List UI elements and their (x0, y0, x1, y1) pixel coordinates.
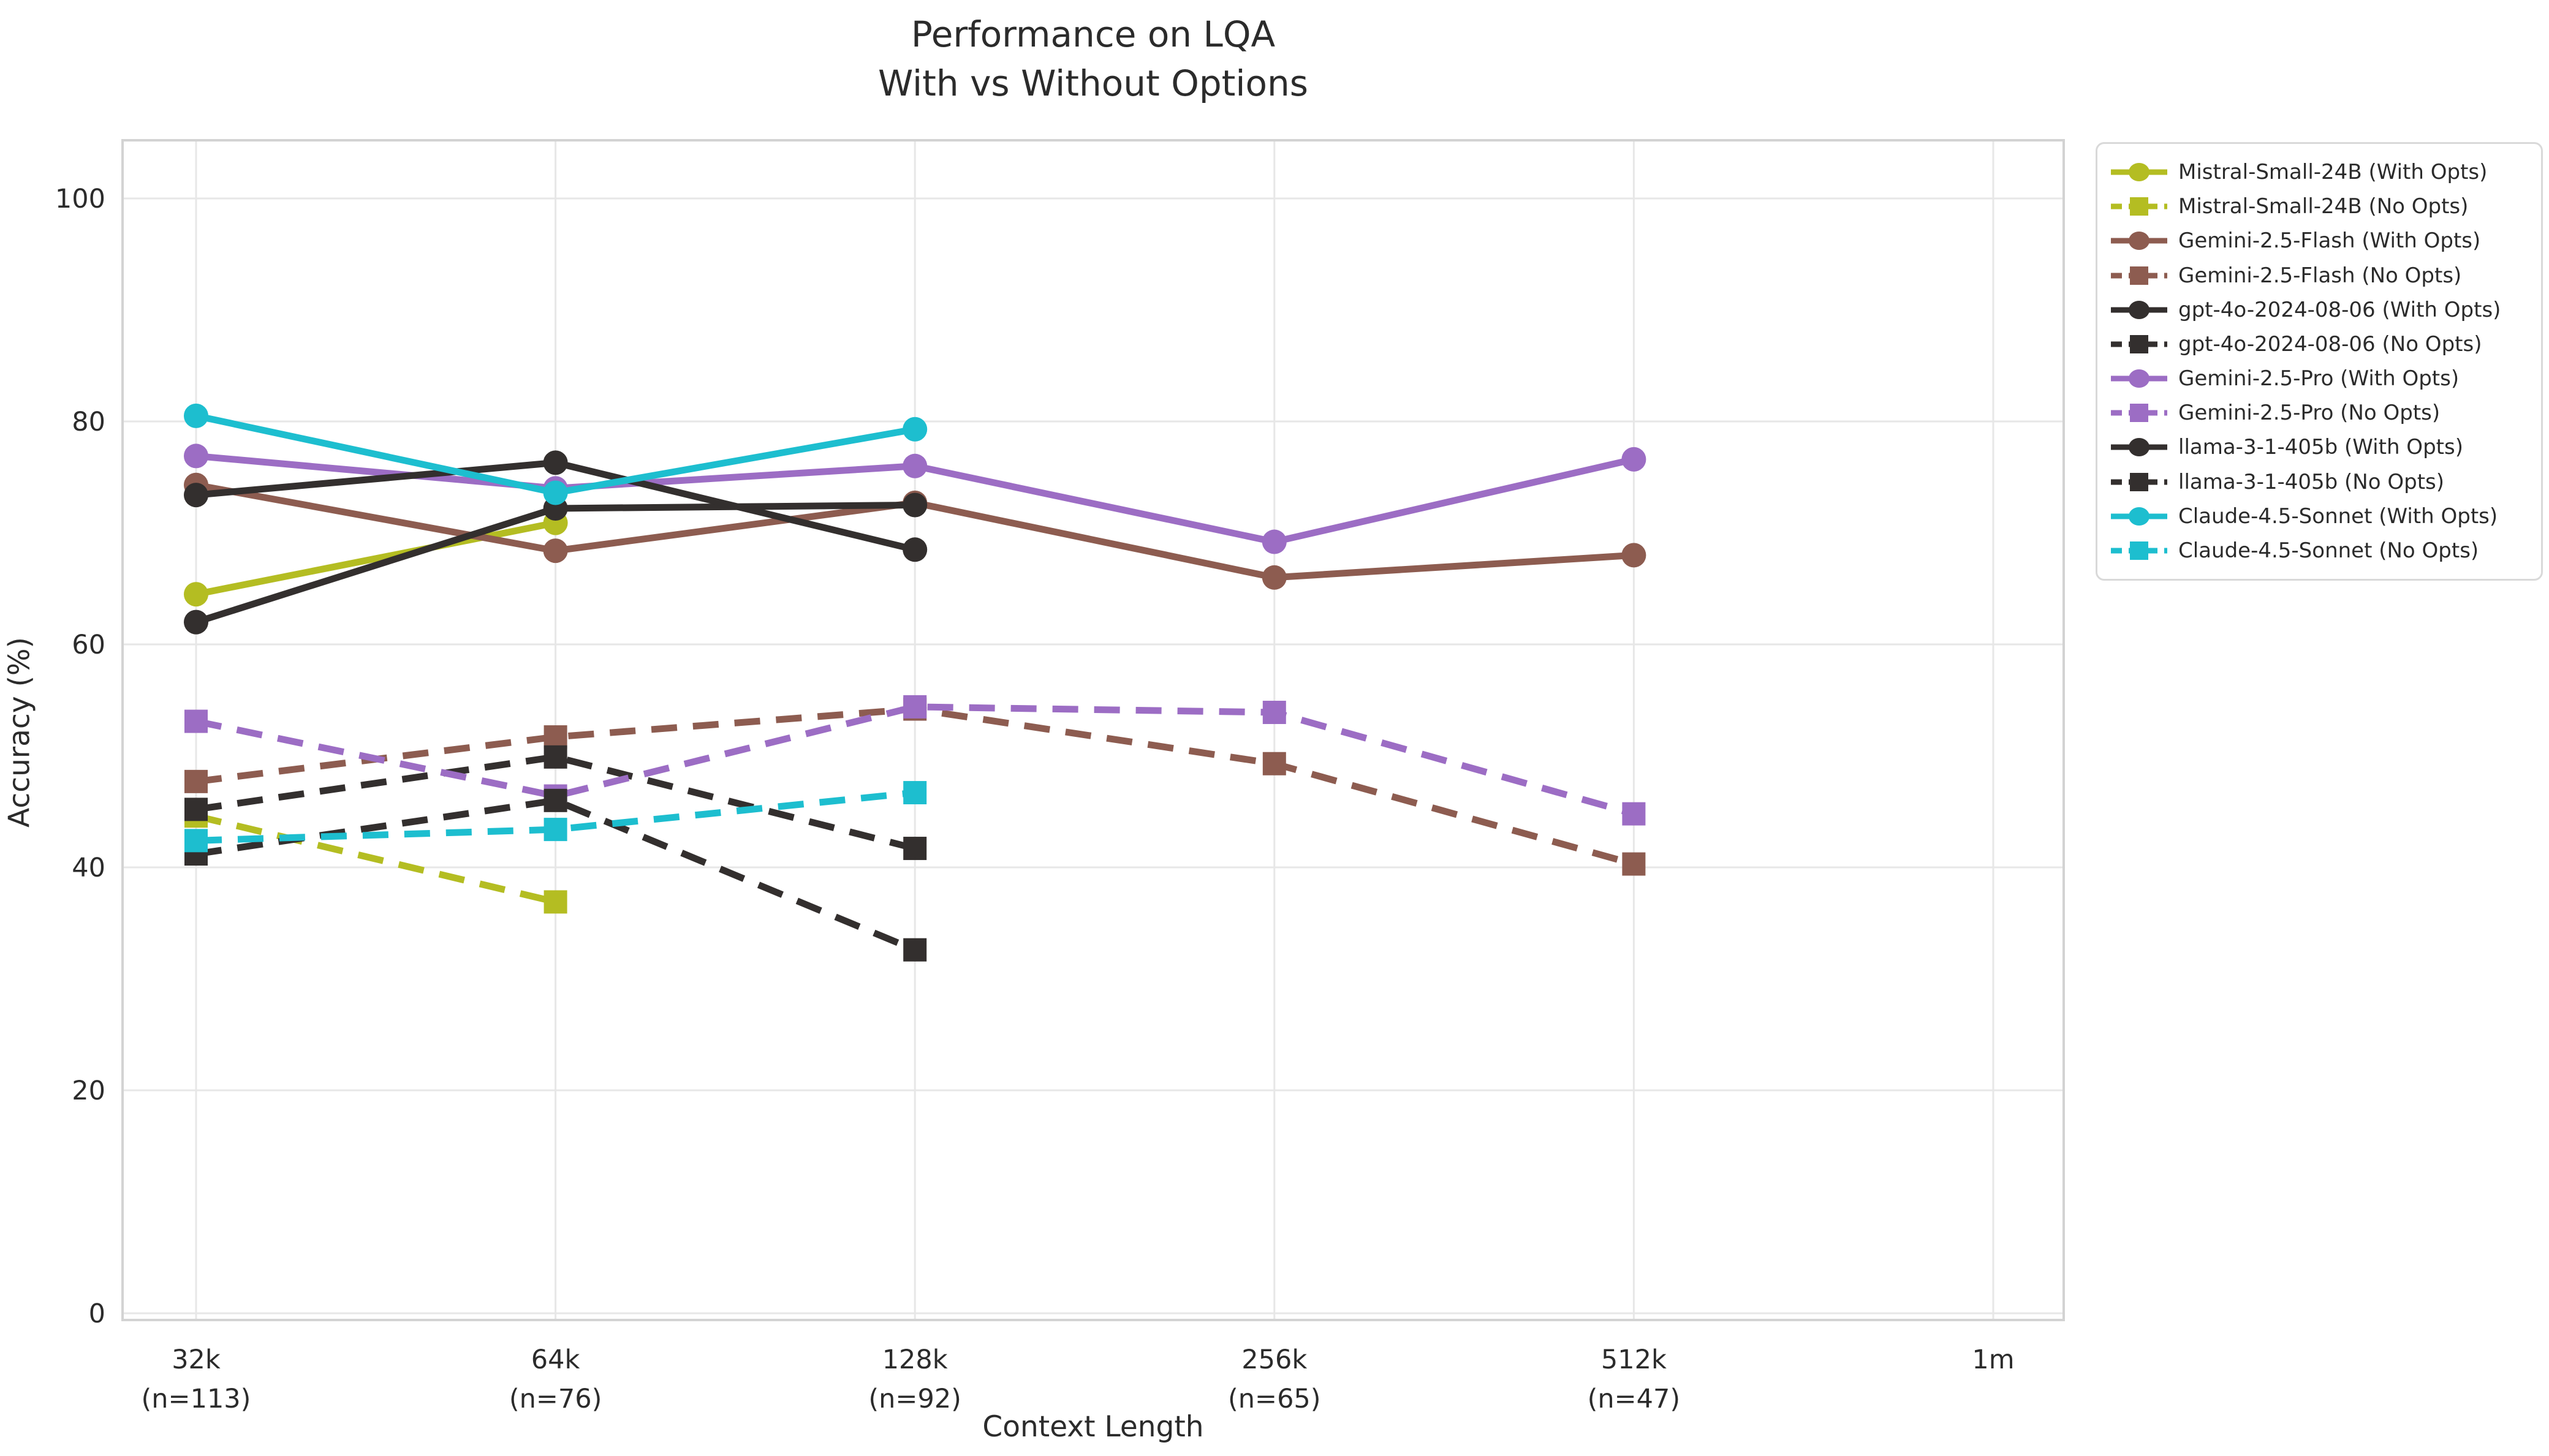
series-line (195, 812, 556, 905)
y-tick-label: 60 (72, 630, 105, 660)
legend-label: llama-3-1-405b (With Opts) (2178, 435, 2463, 460)
legend-item: Claude-4.5-Sonnet (No Opts) (2110, 535, 2525, 567)
y-tick-label: 20 (72, 1076, 105, 1106)
legend-line-square-icon (2111, 197, 2167, 216)
legend-item: gpt-4o-2024-08-06 (With Opts) (2110, 294, 2525, 326)
legend-line-square-icon (2111, 266, 2167, 285)
legend-label: Claude-4.5-Sonnet (No Opts) (2178, 538, 2479, 563)
legend-label: llama-3-1-405b (No Opts) (2178, 469, 2444, 494)
y-tick-label: 80 (72, 407, 105, 437)
legend-line-square-icon (2111, 404, 2167, 423)
legend-label: Gemini-2.5-Flash (No Opts) (2178, 263, 2462, 288)
x-tick-sublabel: (n=76) (509, 1384, 602, 1414)
y-tick-label: 40 (72, 853, 105, 883)
legend-line-square-icon (2111, 541, 2167, 560)
legend-line-square-icon (2111, 472, 2167, 491)
series-marker-square (544, 788, 567, 812)
chart-title-line2: With vs Without Options (877, 62, 1308, 104)
x-tick-sublabel: (n=47) (1588, 1384, 1681, 1414)
series-marker-square (903, 837, 927, 861)
x-tick-label: 1m (1972, 1345, 2014, 1375)
series-marker-circle (903, 453, 928, 478)
legend-label: gpt-4o-2024-08-06 (With Opts) (2178, 297, 2501, 322)
legend-item: Gemini-2.5-Flash (No Opts) (2110, 260, 2525, 292)
legend-item: Mistral-Small-24B (With Opts) (2110, 156, 2525, 188)
legend-line-circle-icon (2111, 163, 2167, 181)
series-marker-circle (184, 483, 208, 508)
series-marker-circle (184, 443, 208, 469)
legend-label: Claude-4.5-Sonnet (With Opts) (2178, 504, 2498, 529)
legend-label: Mistral-Small-24B (With Opts) (2178, 160, 2488, 184)
series-marker-circle (184, 403, 208, 428)
series-marker-square (184, 829, 208, 853)
series-marker-circle (184, 582, 208, 607)
legend: Mistral-Small-24B (With Opts) Mistral-Sma… (2096, 142, 2543, 581)
x-tick-label: 512k (1601, 1345, 1667, 1375)
legend-item: llama-3-1-405b (No Opts) (2110, 466, 2525, 498)
legend-line-circle-icon (2111, 232, 2167, 251)
legend-line-circle-icon (2111, 300, 2167, 319)
series-marker-square (544, 745, 567, 769)
y-tick-label: 100 (55, 184, 105, 214)
legend-label: Mistral-Small-24B (No Opts) (2178, 194, 2469, 219)
legend-line-square-icon (2111, 334, 2167, 353)
series-marker-circle (543, 538, 568, 564)
series-marker-circle (184, 609, 208, 635)
series-marker-square (544, 818, 567, 842)
series-marker-circle (903, 492, 928, 518)
legend-line-circle-icon (2111, 369, 2167, 388)
series-line (195, 789, 915, 844)
legend-item: gpt-4o-2024-08-06 (No Opts) (2110, 328, 2525, 360)
legend-item: llama-3-1-405b (With Opts) (2110, 431, 2525, 463)
x-tick-sublabel: (n=92) (868, 1384, 961, 1414)
series-line (195, 703, 1635, 817)
series-marker-square (184, 798, 208, 821)
series-marker-circle (1262, 565, 1287, 590)
series-marker-square (544, 890, 567, 914)
series-marker-square (903, 938, 927, 962)
series-marker-square (1262, 701, 1286, 725)
x-tick-label: 64k (531, 1345, 580, 1375)
legend-item: Gemini-2.5-Pro (With Opts) (2110, 363, 2525, 394)
series-marker-circle (543, 450, 568, 475)
y-tick-label: 0 (89, 1299, 105, 1329)
chart-title: Performance on LQA With vs Without Optio… (123, 10, 2064, 108)
series-marker-square (1622, 852, 1646, 876)
legend-item: Gemini-2.5-Pro (No Opts) (2110, 397, 2525, 429)
legend-line-circle-icon (2111, 507, 2167, 526)
series-marker-square (544, 725, 567, 749)
series-marker-square (903, 695, 927, 719)
series-marker-circle (1621, 543, 1646, 568)
y-axis-label: Accuracy (%) (2, 637, 37, 828)
legend-label: gpt-4o-2024-08-06 (No Opts) (2178, 331, 2482, 356)
series-marker-circle (903, 537, 928, 562)
legend-label: Gemini-2.5-Flash (With Opts) (2178, 228, 2481, 254)
series-line (195, 519, 556, 598)
chart-title-line1: Performance on LQA (911, 13, 1276, 55)
series-marker-circle (543, 480, 568, 505)
legend-item: Claude-4.5-Sonnet (With Opts) (2110, 500, 2525, 532)
x-tick-sublabel: (n=65) (1228, 1384, 1321, 1414)
x-tick-sublabel: (n=113) (142, 1384, 251, 1414)
x-tick-label: 32k (172, 1345, 221, 1375)
series-marker-circle (903, 417, 928, 442)
plot-border (121, 139, 2065, 1321)
x-tick-label: 128k (882, 1345, 948, 1375)
x-axis-label: Context Length (982, 1410, 1204, 1444)
series-marker-square (184, 769, 208, 793)
series-marker-square (184, 709, 208, 733)
x-tick-label: 256k (1241, 1345, 1307, 1375)
legend-label: Gemini-2.5-Pro (With Opts) (2178, 366, 2460, 391)
legend-label: Gemini-2.5-Pro (No Opts) (2178, 401, 2441, 426)
series-marker-square (1622, 802, 1646, 826)
series-marker-square (903, 781, 927, 805)
series-marker-square (1262, 752, 1286, 775)
series-marker-circle (1262, 529, 1287, 554)
legend-item: Gemini-2.5-Flash (With Opts) (2110, 225, 2525, 257)
legend-line-circle-icon (2111, 438, 2167, 457)
legend-item: Mistral-Small-24B (No Opts) (2110, 190, 2525, 222)
series-marker-circle (1621, 447, 1646, 472)
